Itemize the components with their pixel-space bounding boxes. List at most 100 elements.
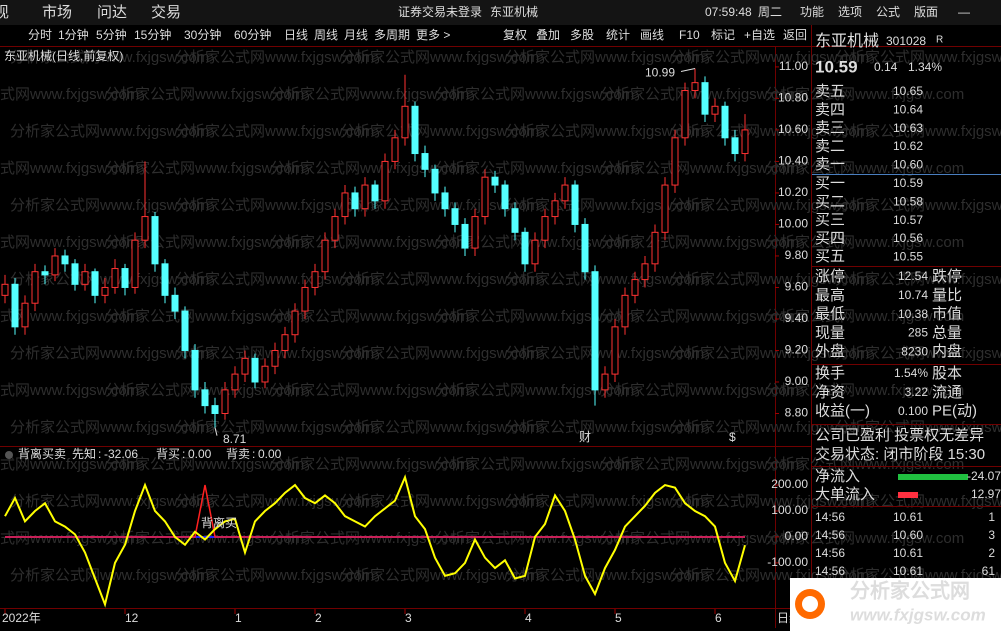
ask-price: 10.62 bbox=[893, 139, 923, 153]
change-pct: 1.34% bbox=[908, 60, 942, 74]
watermark: 分析家公式网www.fxjgsw.com bbox=[670, 271, 869, 288]
menu-item[interactable]: 选项 bbox=[838, 5, 862, 19]
candle-body bbox=[581, 223, 589, 273]
period-tab[interactable]: 60分钟 bbox=[234, 27, 271, 42]
x-tick-label: 1 bbox=[235, 611, 242, 625]
menu-item[interactable]: 功能 bbox=[800, 5, 824, 19]
watermark: 分析家公式网www.fxjgsw.com bbox=[670, 49, 869, 66]
tool-button[interactable]: +自选 bbox=[744, 28, 775, 42]
watermark: 分析家公式网www.fxjgsw.com bbox=[340, 197, 539, 214]
tool-button[interactable]: 返回 bbox=[783, 28, 807, 42]
watermark: 分析家公式网www.fxjgsw.com bbox=[600, 308, 799, 325]
tool-button[interactable]: 统计 bbox=[606, 28, 630, 42]
candle-body bbox=[661, 184, 669, 233]
period-tab[interactable]: 5分钟 bbox=[96, 27, 127, 42]
candle-body bbox=[741, 129, 749, 155]
watermark: 分析家公式网www.fxjgsw.com bbox=[765, 86, 964, 103]
candle-body bbox=[211, 405, 219, 414]
y-tick-label: 9.00 bbox=[785, 374, 809, 388]
annotation: 背离买 bbox=[201, 515, 237, 530]
watermark: 分析家公式网www.fxjgsw.com bbox=[0, 530, 139, 547]
watermark: 分析家公式网www.fxjgsw.com bbox=[175, 197, 374, 214]
stat-label: 总量 bbox=[932, 324, 962, 341]
candle-body bbox=[181, 310, 189, 351]
annotation: 10.99 bbox=[645, 66, 675, 80]
y-tick-label: 10.80 bbox=[778, 91, 808, 105]
tool-button[interactable]: 标记 bbox=[711, 28, 735, 42]
legend-name: 背卖 bbox=[226, 447, 250, 461]
x-tick-label: 2 bbox=[315, 611, 322, 625]
logo-bg bbox=[790, 578, 1001, 631]
period-tab[interactable]: 15分钟 bbox=[134, 27, 171, 42]
annotation: 8.71 bbox=[223, 432, 247, 446]
candle-body bbox=[671, 137, 679, 186]
watermark: 分析家公式网www.fxjgsw.com bbox=[0, 382, 139, 399]
trade-volume: 2 bbox=[988, 546, 995, 560]
candle-body bbox=[191, 349, 199, 391]
period-tab[interactable]: 更多 > bbox=[416, 28, 450, 42]
candle-body bbox=[431, 168, 439, 194]
legend-sep: : bbox=[98, 447, 101, 461]
period-tab[interactable]: 周线 bbox=[314, 28, 338, 42]
stat-value: 1.54% bbox=[894, 366, 928, 380]
menu-item[interactable]: 公式 bbox=[876, 5, 900, 19]
watermark: 分析家公式网www.fxjgsw.com bbox=[175, 49, 374, 66]
annotation-arrow bbox=[214, 427, 218, 436]
menu-item[interactable]: 市场 bbox=[42, 4, 72, 21]
watermark: 分析家公式网www.fxjgsw.com bbox=[505, 123, 704, 140]
watermark: 分析家公式网www.fxjgsw.com bbox=[105, 456, 304, 473]
candle-body bbox=[341, 192, 349, 218]
indicator-menu[interactable] bbox=[5, 451, 13, 459]
period-tab[interactable]: 日线 bbox=[284, 28, 308, 42]
watermark: 分析家公式网www.fxjgsw.com bbox=[10, 49, 209, 66]
watermark: 分析家公式网www.fxjgsw.com bbox=[175, 567, 374, 584]
candle-body bbox=[121, 268, 129, 288]
watermark: 分析家公式网www.fxjgsw.com bbox=[340, 271, 539, 288]
y-tick-label: 10.20 bbox=[778, 185, 808, 199]
tool-button[interactable]: 复权 bbox=[503, 28, 527, 42]
trade-time: 14:56 bbox=[815, 528, 845, 542]
candle-body bbox=[511, 208, 519, 233]
watermark: 分析家公式网www.fxjgsw.com bbox=[765, 234, 964, 251]
stat-label: 净资 bbox=[815, 384, 845, 401]
candle-body bbox=[521, 231, 529, 265]
candle-body bbox=[721, 105, 729, 139]
candle-body bbox=[251, 357, 259, 383]
period-tab[interactable]: 多周期 bbox=[374, 28, 410, 42]
watermark: 分析家公式网www.fxjgsw.com bbox=[340, 49, 539, 66]
menu-item[interactable]: 问达 bbox=[97, 4, 127, 21]
bid-label: 买四 bbox=[815, 230, 845, 247]
candle-body bbox=[601, 373, 609, 391]
menu-item[interactable]: 版面 bbox=[914, 5, 938, 19]
tool-button[interactable]: 多股 bbox=[570, 28, 594, 42]
period-tab[interactable]: 分时 bbox=[28, 28, 52, 42]
candle-body bbox=[311, 271, 319, 288]
watermark: 分析家公式网www.fxjgsw.com bbox=[0, 160, 139, 177]
candle-body bbox=[611, 326, 619, 375]
trade-time: 14:56 bbox=[815, 546, 845, 560]
ask-label: 卖五 bbox=[815, 83, 845, 100]
period-tab[interactable]: 1分钟 bbox=[58, 27, 89, 42]
period-tab[interactable]: 30分钟 bbox=[184, 27, 221, 42]
flow-value: 12.97 bbox=[971, 487, 1001, 501]
tool-button[interactable]: 叠加 bbox=[536, 28, 560, 42]
period-tab[interactable]: 月线 bbox=[344, 28, 368, 42]
stat-value: 10.74 bbox=[898, 288, 928, 302]
watermark: 分析家公式网www.fxjgsw.com bbox=[105, 86, 304, 103]
candle-body bbox=[331, 216, 339, 241]
watermark: 分析家公式网www.fxjgsw.com bbox=[270, 308, 469, 325]
candle-body bbox=[141, 216, 149, 241]
tool-button[interactable]: F10 bbox=[679, 28, 700, 42]
watermark: 分析家公式网www.fxjgsw.com bbox=[340, 345, 539, 362]
candle-body bbox=[111, 268, 119, 288]
candle-body bbox=[361, 184, 369, 210]
chart-title: 东亚机械(日线,前复权) bbox=[4, 48, 123, 63]
ask-label: 卖四 bbox=[815, 101, 845, 118]
watermark: 分析家公式网www.fxjgsw.com bbox=[270, 456, 469, 473]
menu-item[interactable]: 交易 bbox=[151, 3, 181, 21]
menu-item[interactable]: 现 bbox=[0, 4, 9, 21]
tool-button[interactable]: 画线 bbox=[640, 28, 664, 42]
weekday: 周二 bbox=[758, 5, 782, 19]
x-tick-label: 6 bbox=[715, 611, 722, 625]
watermark: 分析家公式网www.fxjgsw.com bbox=[175, 123, 374, 140]
